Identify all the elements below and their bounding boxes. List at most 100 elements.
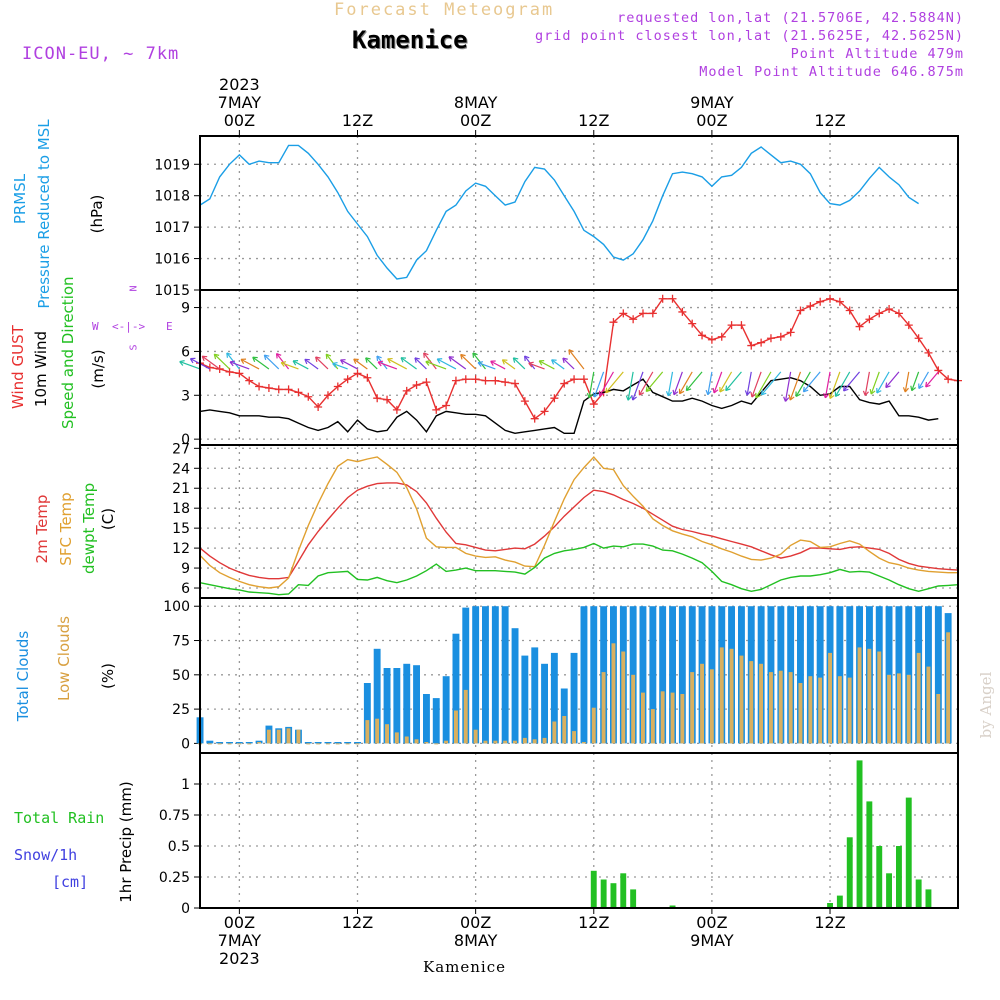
gust-marker: [461, 375, 470, 384]
low-clouds-bar: [375, 718, 380, 744]
gust-marker: [274, 385, 283, 394]
gust-marker: [383, 395, 392, 404]
gust-marker: [698, 331, 707, 340]
wind-arrow: [911, 371, 920, 391]
wind-arrow: [725, 371, 742, 391]
wind-arrow: [673, 371, 683, 396]
bottom-time-tick: 00Z 8MAY: [453, 913, 498, 950]
total-clouds-bar: [216, 742, 224, 744]
total-rain-bar: [600, 879, 607, 908]
low-clouds-bar: [709, 669, 714, 744]
wind-arrow-head: [876, 388, 882, 394]
low-clouds-bar: [562, 716, 567, 744]
model-name: ICON-EU, ~ 7km: [22, 44, 180, 64]
gust-marker: [727, 321, 736, 330]
low-clouds-bar: [286, 728, 291, 744]
wind-arrow: [925, 371, 939, 388]
low-clouds-bar: [847, 677, 852, 744]
gust-marker: [835, 297, 844, 306]
wind-arrow-head: [678, 388, 685, 395]
wind-arrow-head: [538, 360, 545, 366]
wind-arrow-head: [862, 390, 869, 396]
wind-arrow-head: [377, 360, 384, 367]
wind-arrow-head: [501, 359, 508, 365]
total-rain-bar: [836, 895, 843, 908]
wind-arrow: [870, 371, 880, 395]
wind-arrow-head: [760, 389, 767, 396]
wind-arrow-head: [477, 361, 484, 367]
wind-panel: 0 3 6 9: [179, 289, 962, 448]
low-clouds-bar: [680, 694, 685, 744]
wind-arrow: [276, 353, 290, 370]
wind-arrow-head: [843, 385, 849, 392]
low-clouds-bar: [552, 721, 557, 744]
total-clouds-bar: [226, 742, 233, 744]
ytick-label: 9: [181, 301, 190, 317]
wind-arrow-head: [744, 390, 751, 396]
low-clouds-bar: [867, 648, 872, 744]
wind-arrow: [201, 355, 221, 370]
wind-arrow-head: [240, 358, 247, 364]
low-clouds-bar: [522, 737, 527, 744]
gust-marker: [284, 385, 293, 394]
gust-marker: [392, 405, 401, 414]
wind-arrow-head: [229, 360, 236, 367]
clouds-frame: [199, 597, 959, 754]
low-clouds-bar: [591, 707, 596, 744]
top-time-tick: 9MAY 00Z: [690, 93, 734, 130]
low-clouds-bar: [257, 742, 261, 744]
low-clouds-bar: [326, 743, 330, 745]
top-time-tick: 12Z: [578, 111, 610, 130]
gust-marker: [885, 305, 894, 314]
gust-marker: [255, 382, 264, 391]
low-clouds-bar: [513, 740, 517, 744]
wind-arrow: [229, 361, 250, 370]
gust-marker: [471, 375, 480, 384]
wind-arrow: [746, 371, 752, 396]
gust-marker: [432, 405, 441, 414]
total-clouds-bar: [590, 606, 598, 744]
wind-arrow-head: [304, 358, 310, 365]
gust-marker: [333, 382, 342, 391]
wind-arrow: [376, 355, 388, 370]
gust-marker: [934, 366, 943, 375]
total-clouds-bar: [482, 606, 489, 744]
bottom-time-tick: 12Z: [341, 913, 374, 932]
low-clouds-bar: [887, 674, 891, 744]
total-clouds-bar: [206, 740, 214, 744]
gust-marker: [816, 297, 825, 306]
low-clouds-bar: [749, 661, 754, 744]
low-clouds-bar: [808, 676, 813, 744]
wind-arrow: [353, 358, 368, 370]
wind-arrow: [252, 356, 270, 370]
wind-arrow-head: [340, 359, 346, 365]
ytick-label: 0.75: [159, 808, 190, 824]
clouds-panel: 0 25 50 75 100: [163, 597, 959, 754]
wind-arrow-head: [672, 389, 679, 396]
bottom-time-tick: 12Z: [814, 913, 846, 932]
total-clouds-bar: [649, 606, 657, 744]
low-clouds-bar: [572, 731, 576, 744]
wind-arrow: [751, 371, 762, 398]
gust-marker: [658, 294, 667, 303]
wind-arrow: [365, 357, 378, 370]
low-clouds-bar: [385, 724, 389, 744]
top-time-tick: 8MAY 00Z: [453, 93, 498, 130]
gust-marker: [894, 309, 903, 318]
wind-arrow: [263, 354, 280, 370]
total-clouds-bar: [846, 606, 854, 744]
total-clouds-bar: [836, 606, 844, 744]
wind-arrow-head: [631, 395, 637, 401]
low-clouds-bar: [355, 743, 360, 745]
wind-arrow-head: [252, 356, 258, 363]
low-clouds-bar: [700, 663, 704, 744]
wind-arrow-head: [755, 392, 761, 399]
gust-marker: [570, 375, 579, 384]
low-clouds-bar: [493, 740, 498, 744]
total-rain-bar: [846, 837, 853, 908]
gust-marker: [343, 375, 352, 384]
wind-arrow: [538, 360, 555, 370]
total-clouds-bar: [413, 665, 420, 744]
total-clouds-bar: [393, 668, 401, 744]
wind-arrow-head: [592, 392, 599, 398]
